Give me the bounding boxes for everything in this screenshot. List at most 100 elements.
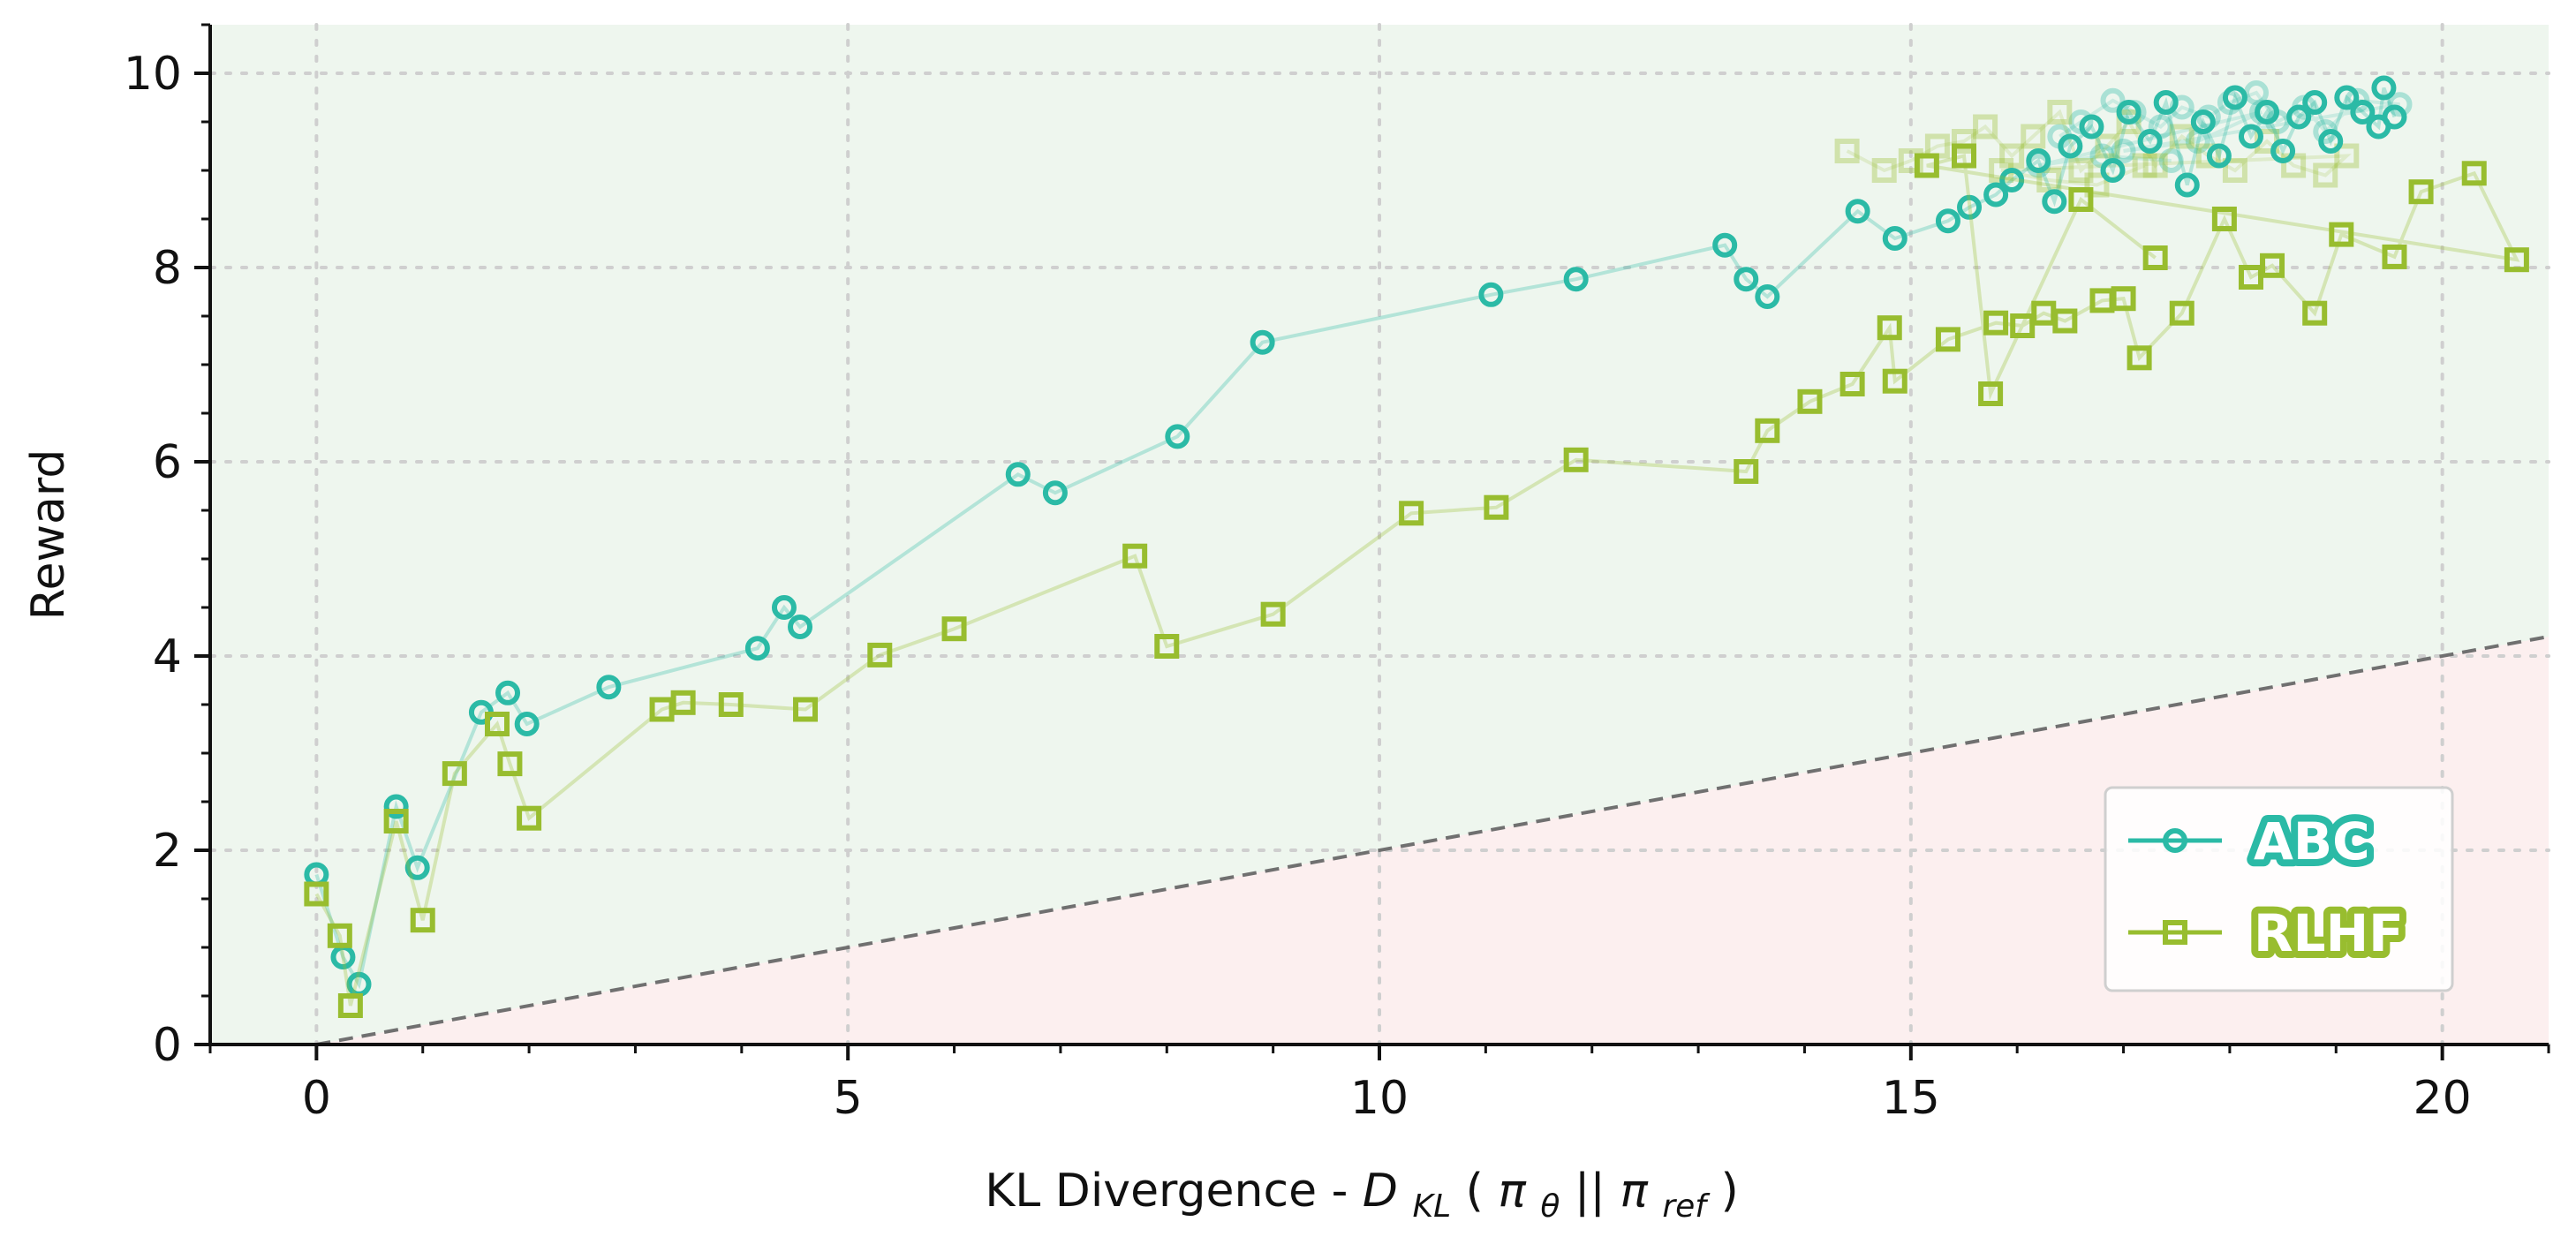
data-point — [1734, 459, 1759, 484]
data-point — [484, 712, 510, 736]
series-abc — [304, 75, 2407, 997]
data-point — [1734, 267, 1759, 292]
data-point — [2382, 244, 2407, 269]
data-point — [2042, 189, 2067, 215]
data-point — [304, 881, 329, 907]
lower-region — [210, 637, 2549, 1045]
legend-circle-marker — [2163, 828, 2187, 853]
data-point — [383, 794, 409, 819]
legend: ABC RLHF — [2104, 786, 2454, 992]
data-point — [1042, 480, 1068, 506]
data-point — [1935, 208, 1960, 234]
data-point — [2052, 308, 2078, 334]
y-tick-label: 4 — [153, 630, 182, 683]
data-point — [2058, 133, 2083, 159]
x-axis-label-open: ( — [1466, 1165, 1484, 1218]
data-point — [1983, 182, 2009, 207]
data-point — [2334, 85, 2360, 110]
x-axis-label-pi1: π — [1499, 1165, 1527, 1218]
series-rlhf — [304, 143, 2529, 1018]
x-tick-label: 0 — [302, 1072, 331, 1125]
data-point — [327, 923, 352, 948]
data-point — [1154, 634, 1180, 659]
data-point — [2169, 300, 2195, 326]
data-point — [1755, 418, 1780, 443]
data-point — [1563, 267, 1589, 292]
data-point — [383, 809, 409, 833]
x-axis-label-kl-sub: KL — [1412, 1188, 1451, 1225]
data-point — [1563, 447, 1589, 472]
data-point — [771, 595, 797, 620]
data-point — [1978, 381, 2004, 406]
x-tick-label: 5 — [834, 1072, 863, 1125]
data-point — [1399, 501, 1424, 526]
data-point — [2137, 129, 2163, 154]
x-axis-label-close: ) — [1720, 1165, 1738, 1218]
data-point — [2318, 129, 2344, 154]
background-point — [2158, 148, 2184, 173]
data-point — [1935, 327, 1960, 352]
data-point — [788, 615, 813, 639]
background-point — [1898, 148, 1923, 173]
background-point — [2021, 124, 2046, 149]
boundary-dashed-line — [316, 635, 2549, 1045]
background-point — [1871, 158, 1897, 183]
data-point — [2371, 75, 2397, 101]
x-tick-label: 10 — [1350, 1072, 1409, 1125]
data-point — [2504, 247, 2529, 273]
data-point — [2408, 179, 2434, 205]
background-point — [2195, 143, 2221, 169]
background-point — [2132, 153, 2157, 178]
background-point — [2100, 87, 2126, 113]
y-tick-label: 0 — [153, 1019, 182, 1072]
data-point — [2329, 222, 2354, 247]
data-point — [1122, 543, 1148, 569]
data-point — [1839, 372, 1865, 396]
x-axis-label-theta-sub: θ — [1540, 1188, 1560, 1225]
data-point — [670, 690, 696, 715]
x-axis-label-d: D — [1363, 1165, 1398, 1218]
data-point — [2302, 300, 2328, 326]
data-point — [514, 712, 540, 736]
background-point — [2142, 153, 2168, 178]
data-point — [1877, 315, 1902, 341]
data-point — [744, 636, 770, 661]
data-point — [404, 855, 430, 880]
data-point — [410, 908, 435, 933]
data-point — [2286, 104, 2312, 130]
data-point — [2127, 345, 2152, 371]
data-point — [2174, 172, 2200, 198]
data-point — [1165, 424, 1190, 449]
data-point — [1712, 232, 1738, 258]
background-point — [2047, 100, 2073, 124]
y-tick-label: 10 — [124, 48, 182, 101]
x-axis-label-bars: || — [1575, 1165, 1605, 1218]
data-point — [718, 692, 744, 717]
data-point — [2153, 90, 2179, 115]
data-point — [1882, 368, 1907, 394]
data-point — [2026, 148, 2051, 173]
legend-label: ABC — [2254, 811, 2370, 871]
gridlines — [208, 23, 2550, 1046]
data-point — [2211, 207, 2237, 231]
data-point — [1914, 153, 1939, 178]
data-point — [2260, 253, 2285, 278]
data-point — [1478, 282, 1504, 307]
x-axis-label-prefix: KL Divergence - — [985, 1165, 1363, 1218]
data-point — [2461, 161, 2487, 186]
background-point — [2116, 109, 2142, 134]
data-point — [1845, 199, 1870, 224]
data-point — [2142, 245, 2168, 270]
data-point — [2111, 286, 2136, 312]
x-tick-label: 15 — [1882, 1072, 1940, 1125]
axes — [194, 23, 2550, 1060]
data-point — [2068, 187, 2094, 212]
data-point — [442, 761, 467, 787]
data-point — [2190, 109, 2216, 134]
data-point — [1957, 194, 1983, 220]
data-point — [497, 751, 523, 777]
legend-item-rlhf: RLHF — [2128, 896, 2411, 970]
data-point — [596, 675, 622, 700]
background-point — [2084, 172, 2110, 198]
